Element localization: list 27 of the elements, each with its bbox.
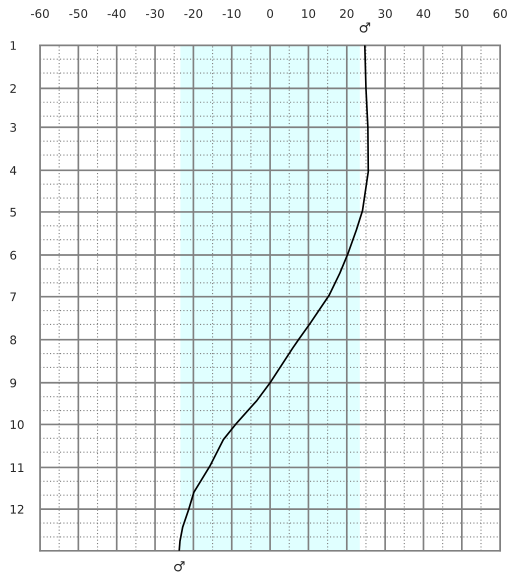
x-tick-label: 20 — [340, 9, 354, 18]
y-tick-label: 12 — [10, 504, 24, 514]
x-tick-label: 40 — [416, 9, 430, 18]
y-tick-label: 4 — [10, 166, 16, 175]
x-tick-label: -40 — [108, 9, 126, 18]
y-tick-label: 2 — [10, 84, 16, 93]
x-tick-label: 30 — [378, 9, 392, 18]
y-tick-label: 3 — [10, 122, 16, 132]
y-tick-label: 10 — [10, 420, 24, 430]
y-tick-label: 1 — [10, 41, 16, 50]
x-tick-label: -10 — [222, 9, 241, 18]
y-tick-label: 6 — [10, 250, 16, 260]
y-tick-label: 7 — [10, 292, 16, 302]
x-tick-label: 50 — [455, 9, 469, 18]
x-tick-label: -50 — [69, 9, 88, 18]
x-tick-label: -30 — [146, 9, 164, 18]
annotation: ♂ — [360, 22, 370, 33]
x-tick-label: -60 — [30, 9, 49, 18]
y-tick-label: 8 — [10, 335, 16, 344]
x-tick-label: 60 — [493, 9, 507, 18]
x-tick-label: 0 — [267, 9, 274, 18]
y-tick-label: 5 — [10, 208, 16, 217]
y-tick-label: 11 — [10, 463, 24, 472]
x-tick-label: 10 — [302, 9, 316, 18]
y-tick-label: 9 — [10, 378, 16, 388]
annotation: ♂ — [174, 561, 185, 572]
x-tick-label: -20 — [184, 9, 202, 18]
